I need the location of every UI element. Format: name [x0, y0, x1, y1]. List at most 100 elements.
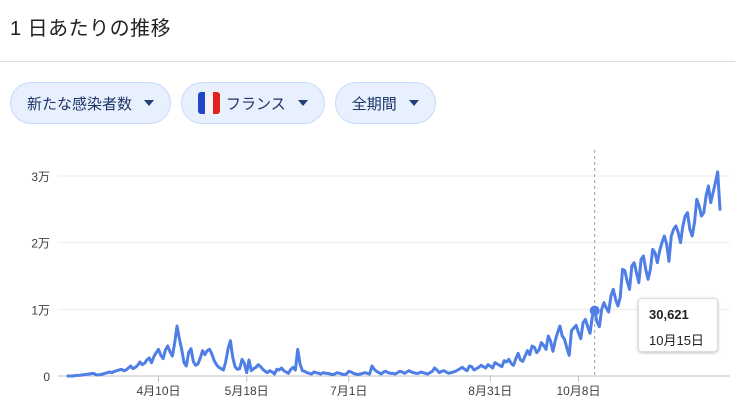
data-point — [408, 369, 410, 372]
data-point — [691, 235, 693, 237]
caret-down-icon — [144, 100, 155, 106]
data-point — [296, 348, 299, 351]
y-tick-label: 2万 — [31, 237, 50, 251]
data-point — [450, 371, 452, 374]
data-point — [679, 241, 682, 244]
data-point — [241, 358, 243, 361]
data-point — [134, 366, 137, 369]
data-point — [88, 373, 90, 375]
data-point — [83, 373, 86, 376]
data-point — [148, 357, 151, 359]
data-point — [702, 211, 705, 214]
y-axis: 0 1万 2万 3万 — [31, 170, 50, 384]
data-point — [255, 366, 257, 369]
period-filter-chip[interactable]: 全期間 — [334, 82, 436, 124]
data-point — [338, 372, 341, 375]
data-point — [457, 369, 459, 371]
data-point — [150, 361, 153, 364]
data-point — [538, 349, 540, 351]
y-tick-label: 3万 — [31, 170, 50, 184]
data-point — [334, 373, 336, 375]
region-filter-chip[interactable]: フランス — [181, 82, 325, 124]
data-point — [92, 372, 95, 375]
metric-filter-chip[interactable]: 新たな感染者数 — [10, 82, 172, 124]
data-point — [343, 373, 345, 376]
region-filter-label: フランス — [226, 95, 286, 113]
data-point — [661, 241, 663, 244]
x-tick-label: 4月10日 — [136, 384, 180, 398]
data-point — [236, 368, 239, 371]
data-point — [269, 369, 271, 372]
x-tick-label: 7月1日 — [330, 384, 367, 398]
data-point — [146, 359, 148, 361]
data-point — [129, 365, 132, 367]
data-point — [433, 367, 436, 369]
data-point — [709, 201, 712, 204]
data-point — [194, 364, 197, 367]
data-point — [213, 359, 215, 362]
data-point — [171, 355, 174, 357]
data-point — [315, 371, 318, 374]
data-point — [153, 355, 155, 358]
data-point — [459, 367, 461, 370]
data-point — [192, 360, 195, 363]
data-point — [271, 371, 273, 373]
data-point — [224, 360, 227, 363]
data-point — [354, 373, 357, 375]
data-point — [85, 373, 88, 376]
data-point — [350, 371, 352, 373]
data-point — [712, 191, 714, 194]
data-point — [164, 349, 167, 351]
tooltip-value: 30,621 — [649, 307, 689, 322]
data-point — [108, 371, 111, 373]
data-point — [475, 367, 478, 370]
data-point — [663, 235, 666, 237]
data-point — [136, 364, 139, 367]
data-point — [394, 373, 396, 375]
data-point — [631, 265, 633, 267]
data-point — [436, 369, 438, 371]
data-point — [508, 358, 510, 361]
data-point — [445, 371, 448, 373]
data-point — [403, 372, 406, 375]
data-points — [67, 171, 721, 377]
data-point — [582, 321, 584, 324]
data-point — [294, 369, 297, 371]
data-point — [389, 372, 392, 375]
data-point — [568, 354, 570, 357]
data-point — [248, 359, 250, 361]
data-point — [122, 369, 125, 372]
data-point — [533, 346, 536, 349]
data-point — [531, 345, 533, 347]
france-flag-icon — [198, 92, 220, 114]
x-tick-label: 8月31日 — [468, 384, 512, 398]
data-point — [97, 374, 99, 376]
data-point — [591, 315, 594, 317]
data-point — [566, 347, 568, 349]
data-point — [118, 369, 120, 371]
data-point — [143, 362, 146, 365]
data-point — [306, 371, 308, 374]
data-point — [215, 363, 218, 366]
data-point — [366, 372, 369, 375]
data-point — [139, 361, 141, 363]
data-point — [361, 372, 364, 375]
data-point — [575, 324, 577, 327]
data-point — [410, 371, 413, 373]
data-point — [651, 248, 654, 251]
data-point — [552, 350, 554, 353]
data-point — [656, 261, 659, 264]
data-point — [69, 375, 72, 377]
data-point — [285, 371, 287, 373]
data-point — [633, 261, 635, 264]
data-point — [600, 308, 603, 311]
data-point — [649, 268, 652, 271]
data-point — [387, 371, 390, 374]
data-point — [422, 371, 424, 374]
y-tick-label: 0 — [43, 370, 50, 384]
data-point — [719, 208, 721, 211]
daily-cases-chart[interactable]: 0 1万 2万 3万 4月10日 5月18日 7月1日 8月31日 10月8日 — [0, 150, 735, 411]
data-point — [320, 373, 322, 375]
data-point — [686, 211, 689, 214]
data-point — [303, 370, 306, 373]
